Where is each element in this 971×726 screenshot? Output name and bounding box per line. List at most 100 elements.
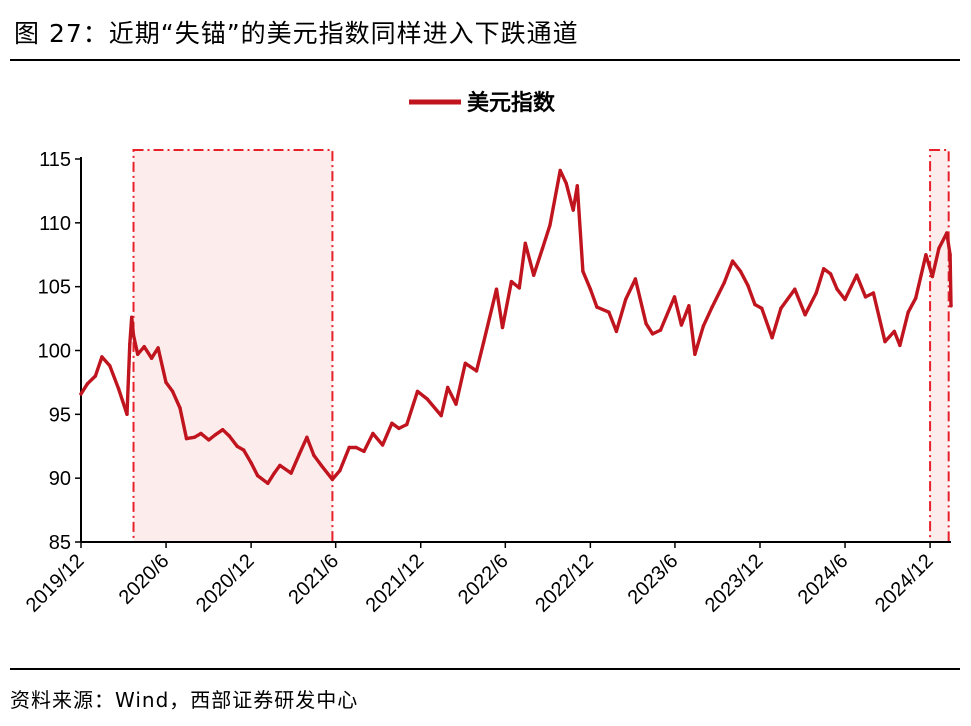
x-tick-label-0: 2019/12 xyxy=(22,550,89,617)
data-point xyxy=(571,208,575,212)
chart-canvas: 美元指数 85 90 95 100 105 110 115 2019/12 2020/6 2020… xyxy=(22,90,953,617)
data-point xyxy=(330,477,335,482)
data-point xyxy=(753,302,757,307)
data-point xyxy=(463,361,467,365)
x-tick-label-3: 2021/6 xyxy=(284,550,343,609)
data-point xyxy=(164,380,168,385)
data-point xyxy=(130,315,134,319)
data-point xyxy=(945,231,949,235)
data-point xyxy=(693,352,697,356)
data-point xyxy=(221,428,225,432)
data-point xyxy=(178,406,182,410)
data-point xyxy=(235,444,239,448)
data-point xyxy=(278,463,282,468)
data-point xyxy=(142,345,146,349)
data-point xyxy=(397,426,401,431)
top-rule xyxy=(10,59,960,61)
y-tick-label-105: 105 xyxy=(38,277,71,299)
data-point xyxy=(548,223,552,228)
data-point xyxy=(822,267,826,271)
shaded-period-2 xyxy=(929,149,950,543)
data-point xyxy=(116,387,121,391)
data-point xyxy=(588,287,593,291)
data-point xyxy=(517,286,521,290)
data-point xyxy=(672,295,677,299)
data-point xyxy=(746,283,750,288)
data-point xyxy=(454,402,458,406)
data-point xyxy=(679,323,684,327)
data-point xyxy=(446,385,450,390)
data-point xyxy=(362,449,366,454)
data-point xyxy=(319,463,323,468)
data-point xyxy=(128,342,132,346)
data-point xyxy=(213,433,217,437)
data-point xyxy=(650,332,655,336)
data-point xyxy=(207,438,211,442)
source-note: 资料来源：Wind，西部证券研发中心 xyxy=(10,688,359,712)
x-tick-label-8: 2023/12 xyxy=(701,550,768,617)
data-point xyxy=(595,305,599,309)
data-point xyxy=(415,389,420,394)
data-point xyxy=(532,273,536,277)
data-point xyxy=(338,468,342,473)
data-point xyxy=(624,297,628,302)
y-tick-label-115: 115 xyxy=(39,149,71,171)
data-point xyxy=(474,369,479,373)
data-point xyxy=(722,281,726,285)
data-point xyxy=(390,421,394,425)
y-tick-label-100: 100 xyxy=(38,341,71,363)
data-point xyxy=(937,246,941,251)
shaded-period-1 xyxy=(132,149,334,543)
x-tick-label-10: 2024/12 xyxy=(871,550,938,617)
x-tick-label-1: 2020/6 xyxy=(115,550,174,609)
data-point xyxy=(266,481,270,485)
data-point xyxy=(770,336,774,340)
data-point xyxy=(249,461,253,465)
data-point xyxy=(658,328,663,332)
data-point xyxy=(581,269,585,273)
data-point xyxy=(255,473,260,478)
data-point xyxy=(405,422,409,427)
data-point xyxy=(509,279,514,284)
data-point xyxy=(227,434,231,438)
data-point xyxy=(914,296,918,300)
data-point xyxy=(558,168,562,173)
data-point xyxy=(305,435,309,439)
data-point xyxy=(828,272,833,276)
data-point xyxy=(439,413,443,418)
data-point xyxy=(347,445,351,450)
data-point xyxy=(354,445,358,450)
data-point xyxy=(710,305,714,309)
data-point xyxy=(730,259,735,263)
data-point xyxy=(614,329,619,334)
legend: 美元指数 xyxy=(409,90,556,116)
data-point xyxy=(760,306,764,311)
data-point xyxy=(108,364,112,368)
x-tick-label-7: 2023/6 xyxy=(624,550,683,609)
data-point xyxy=(199,431,203,436)
x-tick-label-9: 2024/6 xyxy=(794,550,853,609)
data-point xyxy=(930,274,935,279)
data-point xyxy=(85,382,90,386)
data-point xyxy=(883,339,887,344)
data-point xyxy=(803,313,807,317)
y-tick-label-95: 95 xyxy=(49,404,71,426)
data-point xyxy=(793,287,797,291)
data-point xyxy=(898,343,902,348)
data-point xyxy=(100,355,104,359)
shaded-periods xyxy=(132,149,950,543)
data-point xyxy=(540,246,545,251)
data-point xyxy=(136,352,140,356)
data-point xyxy=(312,453,316,457)
data-point xyxy=(494,287,499,291)
data-point xyxy=(814,291,818,295)
data-point xyxy=(843,297,847,302)
data-point xyxy=(297,452,302,456)
series-layer xyxy=(79,168,953,485)
data-point xyxy=(575,184,579,188)
data-point xyxy=(871,291,876,295)
data-point xyxy=(481,341,486,345)
x-tick-label-6: 2022/12 xyxy=(531,550,598,617)
data-point xyxy=(380,443,385,447)
data-point xyxy=(425,397,429,401)
